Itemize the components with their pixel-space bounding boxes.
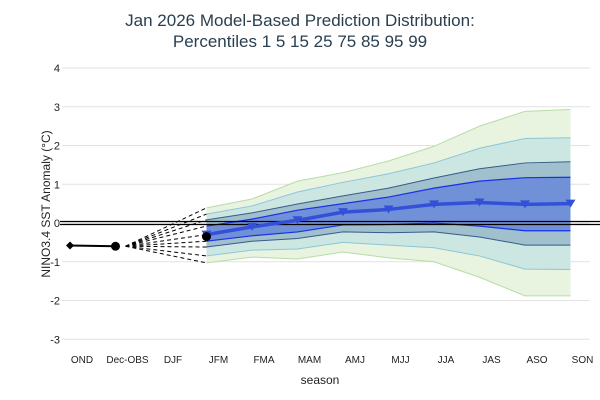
x-tick-label: JAS [482, 355, 501, 366]
line-p75 [206, 176, 571, 227]
fan-line-p85 [125, 219, 207, 247]
y-tick-label: 2 [54, 141, 60, 153]
fan-line-p95 [125, 213, 207, 247]
x-tick-label: OND [71, 355, 93, 366]
x-tick-label: MAM [298, 355, 321, 366]
median-marker [338, 208, 348, 217]
x-tick-label: AMJ [345, 355, 365, 366]
forecast-start-marker [202, 232, 211, 242]
y-tick-label: 1 [54, 179, 60, 191]
median-marker [565, 199, 576, 208]
y-tick-label: -2 [50, 296, 60, 308]
median-marker [520, 200, 530, 209]
line-p95 [206, 137, 571, 215]
y-tick-label: 0 [54, 218, 60, 230]
y-axis-label: NINO3.4 SST Anomaly (°C) [39, 130, 53, 277]
line-p99 [206, 108, 571, 209]
observed-marker [111, 241, 120, 251]
fan-line-p5 [125, 245, 207, 257]
y-tick-label: -3 [50, 334, 60, 346]
observed-marker [66, 241, 74, 250]
fan-line-p99 [125, 207, 207, 247]
x-tick-label: DJF [164, 355, 182, 366]
x-tick-label: FMA [253, 355, 274, 366]
median-marker [474, 198, 485, 207]
line-p5 [206, 241, 571, 270]
median-marker [429, 200, 439, 209]
fan-line-p75 [125, 225, 207, 247]
chart-title-line-1: Jan 2026 Model-Based Prediction Distribu… [125, 11, 475, 30]
median-marker [383, 205, 394, 214]
x-tick-label: JFM [209, 355, 228, 366]
line-p85 [206, 161, 571, 221]
fan-line-p25 [125, 240, 207, 247]
chart-title-line-2: Percentiles 1 5 15 25 75 85 95 99 [173, 32, 427, 51]
fan-line-p50 [125, 234, 207, 247]
x-tick-label: JJA [438, 355, 455, 366]
median-marker [247, 222, 257, 231]
x-axis-label: season [301, 373, 340, 387]
y-tick-label: -1 [50, 257, 60, 269]
x-tick-label: MJJ [391, 355, 409, 366]
fan-line-p15 [125, 245, 207, 248]
x-tick-label: SON [572, 355, 594, 366]
median-marker [292, 216, 303, 225]
x-tick-label: ASO [526, 355, 547, 366]
line-p15 [206, 231, 571, 248]
y-tick-label: 3 [54, 102, 60, 114]
y-tick-label: 4 [54, 63, 60, 75]
fan-line-p1 [125, 245, 207, 264]
x-tick-label: Dec-OBS [106, 355, 149, 366]
line-p1 [206, 251, 571, 297]
observed-line [69, 244, 116, 248]
